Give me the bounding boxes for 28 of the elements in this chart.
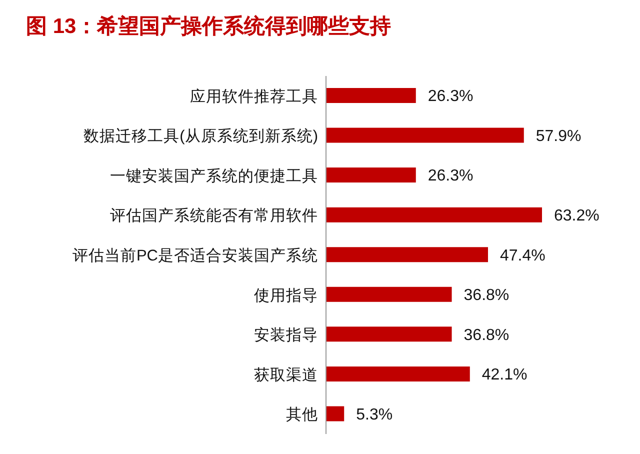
data-label: 26.3%: [428, 88, 474, 106]
bar: [326, 168, 416, 183]
data-label: 36.8%: [464, 287, 510, 304]
y-tick-label: 评估当前PC是否适合安装国产系统: [72, 246, 318, 265]
bar: [326, 88, 416, 103]
bar: [326, 366, 470, 382]
chart-title: 图 13：希望国产操作系统得到哪些支持: [25, 14, 392, 40]
data-label: 36.8%: [464, 326, 510, 344]
y-tick-label: 使用指导: [254, 286, 318, 304]
data-label: 5.3%: [356, 406, 393, 424]
y-tick-label: 应用软件推荐工具: [190, 87, 318, 106]
bar: [326, 207, 542, 222]
data-label: 26.3%: [428, 168, 474, 185]
bar: [326, 326, 452, 342]
bar: [326, 286, 452, 302]
data-label: 63.2%: [554, 208, 600, 225]
data-label: 57.9%: [536, 128, 582, 145]
y-tick-label: 评估国产系统能否有常用软件: [110, 206, 318, 225]
y-tick-label: 数据迁移工具(从原系统到新系统): [84, 127, 318, 146]
y-tick-label: 一键安装国产系统的便捷工具: [110, 166, 318, 185]
y-tick-label: 其他: [286, 406, 318, 424]
data-label: 42.1%: [482, 366, 528, 384]
y-tick-label: 安装指导: [254, 326, 318, 344]
y-tick-label: 获取渠道: [254, 366, 318, 384]
data-label: 47.4%: [500, 247, 546, 264]
bar: [326, 406, 344, 422]
bar: [326, 128, 524, 143]
bar: [326, 247, 488, 262]
